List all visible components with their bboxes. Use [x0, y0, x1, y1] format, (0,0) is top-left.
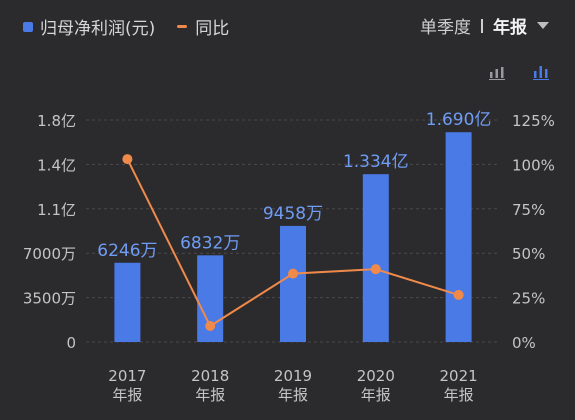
category-label: 2021 — [440, 367, 478, 385]
bar — [114, 262, 141, 342]
line-swatch-icon — [177, 25, 188, 28]
yoy-point — [453, 289, 464, 300]
chart-type-switcher — [463, 64, 551, 80]
category-sublabel: 年报 — [195, 386, 225, 404]
legend-label-yoy: 同比 — [195, 19, 230, 39]
bar-value-label: 9458万 — [263, 204, 323, 224]
left-tick-label: 1.1亿 — [37, 201, 76, 219]
bar — [280, 225, 306, 342]
period-option-annual[interactable]: 年报 — [493, 18, 527, 38]
right-tick-label: 50% — [512, 245, 545, 263]
category-sublabel: 年报 — [361, 386, 391, 404]
yoy-point — [122, 154, 133, 165]
left-tick-label: 7000万 — [23, 245, 76, 263]
yoy-point — [205, 321, 216, 332]
legend: 归母净利润(元) 同比 — [23, 14, 251, 39]
category-sublabel: 年报 — [278, 386, 308, 404]
right-tick-label: 125% — [512, 112, 555, 130]
bar-swatch-icon — [23, 21, 33, 32]
bar-value-label: 1.690亿 — [426, 110, 492, 130]
yoy-point — [370, 264, 381, 275]
left-tick-label: 3500万 — [23, 290, 76, 308]
bar-value-label: 6246万 — [97, 241, 157, 261]
right-tick-label: 75% — [512, 201, 545, 219]
category-label: 2017 — [108, 367, 146, 385]
bar — [362, 174, 389, 342]
left-tick-label: 1.4亿 — [37, 156, 76, 174]
bar-chart-icon-alt[interactable] — [487, 64, 507, 80]
left-tick-label: 1.8亿 — [37, 112, 76, 130]
yoy-point — [288, 268, 298, 279]
bar-chart-icon[interactable] — [531, 64, 551, 80]
left-tick-label: 0 — [66, 334, 76, 352]
category-label: 2018 — [191, 367, 229, 385]
legend-item-profit[interactable]: 归母净利润(元) — [23, 14, 155, 39]
period-toggle: 单季度 年报 — [420, 13, 549, 38]
legend-item-yoy[interactable]: 同比 — [177, 14, 229, 39]
right-tick-label: 25% — [512, 290, 545, 308]
right-tick-label: 0% — [512, 334, 536, 352]
category-label: 2020 — [357, 367, 395, 385]
right-tick-label: 100% — [512, 156, 555, 174]
bar-value-label: 6832万 — [180, 233, 240, 253]
bar — [445, 132, 472, 342]
period-option-quarter[interactable]: 单季度 — [420, 18, 471, 38]
category-sublabel: 年报 — [112, 386, 142, 404]
category-label: 2019 — [274, 367, 312, 385]
category-sublabel: 年报 — [444, 386, 474, 404]
legend-label-profit: 归母净利润(元) — [40, 19, 156, 39]
chevron-down-icon[interactable] — [537, 22, 549, 29]
period-divider — [481, 18, 483, 33]
bar-value-label: 1.334亿 — [343, 152, 409, 172]
